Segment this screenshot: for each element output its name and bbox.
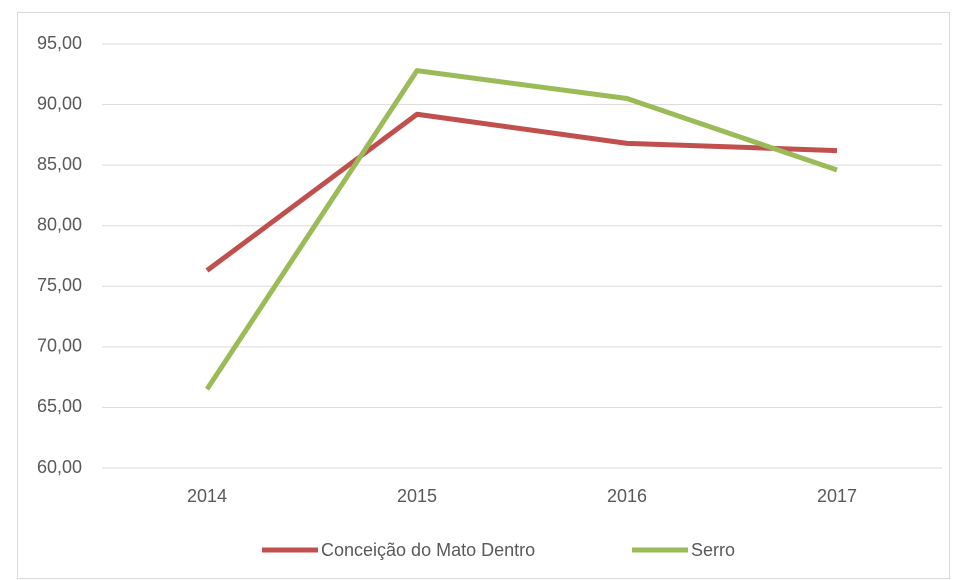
y-tick-label: 95,00 [37,33,82,53]
legend-label: Serro [691,540,735,560]
x-tick-label: 2014 [187,486,227,506]
series-line [205,111,838,273]
x-tick-label: 2015 [397,486,437,506]
y-tick-label: 60,00 [37,457,82,477]
x-tick-label: 2017 [817,486,857,506]
y-tick-label: 80,00 [37,214,82,234]
y-tick-label: 85,00 [37,154,82,174]
y-tick-label: 65,00 [37,396,82,416]
chart-border [17,12,950,579]
y-tick-label: 75,00 [37,275,82,295]
y-tick-label: 70,00 [37,336,82,356]
x-tick-label: 2016 [607,486,647,506]
legend-label: Conceição do Mato Dentro [321,540,535,560]
series-line [204,68,838,391]
y-tick-label: 90,00 [37,93,82,113]
